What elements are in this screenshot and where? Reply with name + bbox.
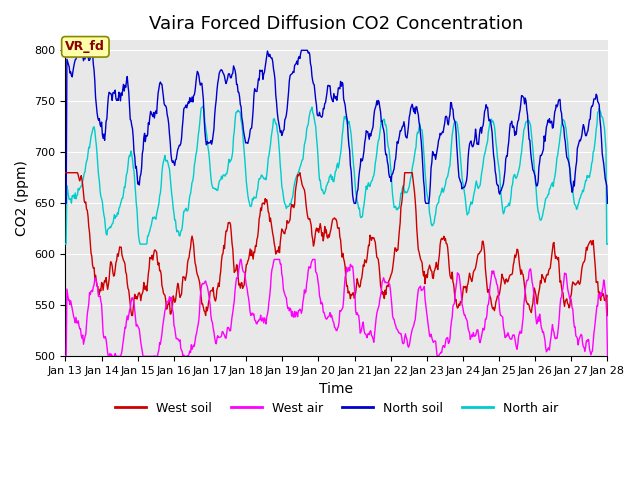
Y-axis label: CO2 (ppm): CO2 (ppm) bbox=[15, 160, 29, 236]
Title: Vaira Forced Diffusion CO2 Concentration: Vaira Forced Diffusion CO2 Concentration bbox=[149, 15, 524, 33]
X-axis label: Time: Time bbox=[319, 382, 353, 396]
Text: VR_fd: VR_fd bbox=[65, 40, 105, 53]
Legend: West soil, West air, North soil, North air: West soil, West air, North soil, North a… bbox=[109, 396, 563, 420]
